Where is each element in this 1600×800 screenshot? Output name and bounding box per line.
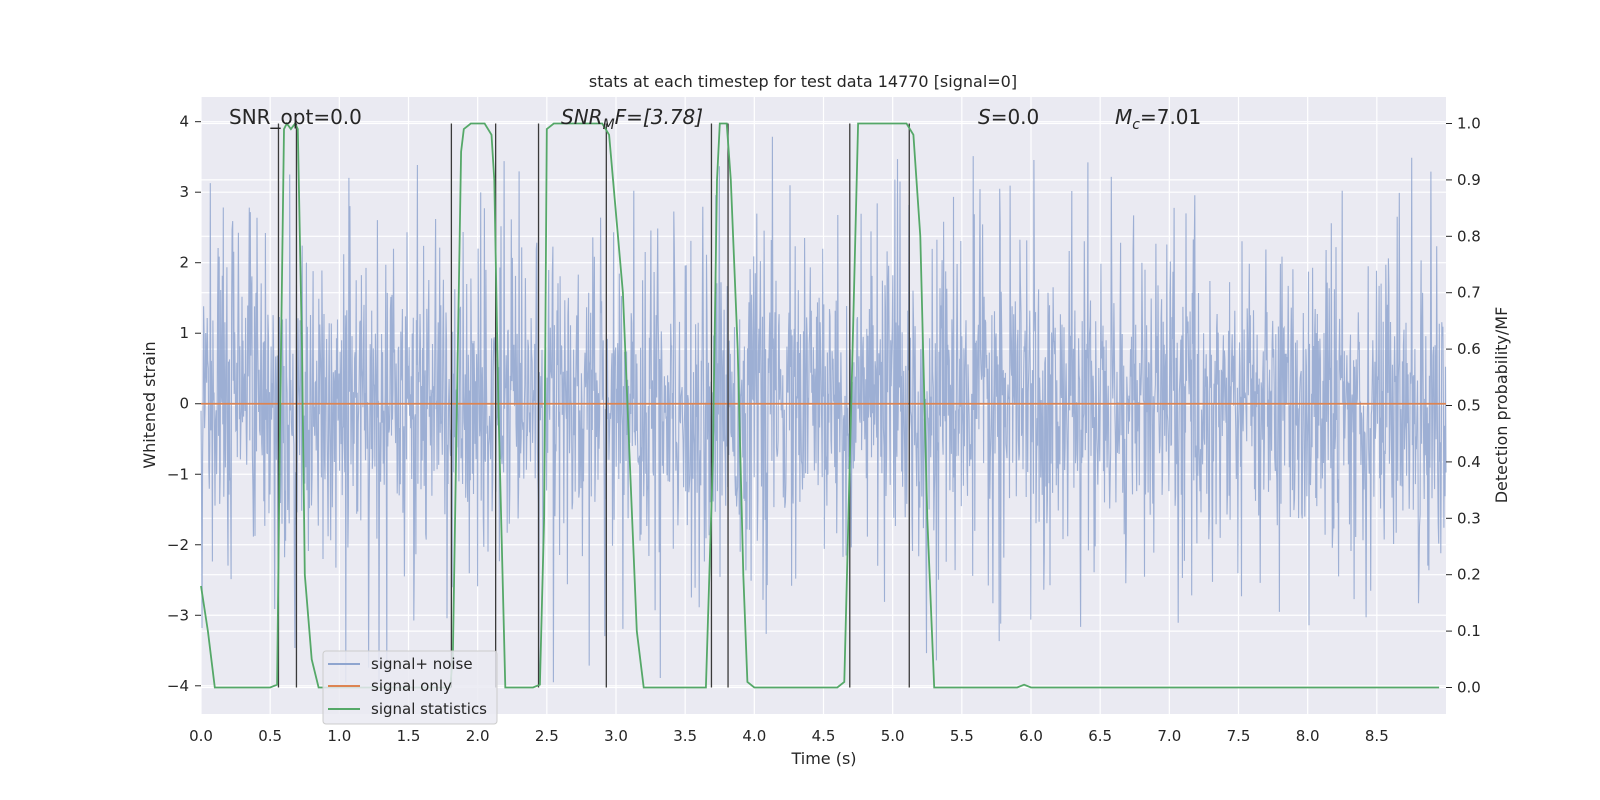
vertical-markers	[277, 123, 910, 688]
y-left-tick-label: −4	[167, 677, 189, 695]
x-tick-label: 1.5	[397, 727, 421, 745]
y-left-tick-label: 1	[179, 324, 189, 342]
x-tick-label: 2.0	[466, 727, 490, 745]
x-tick-label: 3.0	[604, 727, 628, 745]
legend-label-signal-noise: signal+ noise	[371, 655, 473, 673]
x-axis-label: Time (s)	[790, 749, 856, 768]
annotation-mc-rest: =7.01	[1140, 105, 1201, 129]
legend-box	[322, 650, 498, 725]
x-axis-ticks: 0.0 0.5 1.0 1.5 2.0 2.5 3.0 3.5 4.0 4.5 5.0 5.5 6.0 6…	[189, 727, 1389, 745]
series-signal-noise	[200, 136, 1447, 683]
x-tick-label: 6.5	[1088, 727, 1112, 745]
series-signal-statistics	[200, 121, 1440, 689]
annotation-snr-opt: SNR_opt=0.0	[229, 105, 362, 129]
y-left-tick-label: 3	[179, 183, 189, 201]
chart-title: stats at each timestep for test data 147…	[589, 72, 1017, 91]
signal-noise-trace	[200, 136, 1447, 683]
x-tick-label: 5.0	[881, 727, 905, 745]
y-left-tick-label: −3	[167, 606, 189, 624]
x-tick-label: 0.0	[189, 727, 213, 745]
x-tick-label: 7.0	[1157, 727, 1181, 745]
x-tick-label: 8.0	[1296, 727, 1320, 745]
annotation-snr-mf: SNRMF=[3.78]	[561, 105, 703, 133]
y-left-tick-label: 4	[179, 113, 189, 131]
annotation-snr-mf-sub: M	[603, 117, 615, 133]
annotation-mc: Mc=7.01	[1115, 105, 1201, 133]
x-tick-label: 6.0	[1019, 727, 1043, 745]
annotation-snr-mf-prefix: SNR	[561, 105, 603, 129]
x-tick-label: 4.5	[812, 727, 836, 745]
x-tick-label: 0.5	[258, 727, 282, 745]
y-left-tick-label: −2	[167, 536, 189, 554]
legend-label-signal-only: signal only	[371, 677, 452, 695]
annotation-s: S=0.0	[978, 105, 1039, 129]
x-tick-label: 5.5	[950, 727, 974, 745]
annotation-mc-var: M	[1115, 105, 1132, 129]
y-axis-right-label: Detection probability/MF	[1492, 307, 1511, 504]
y-right-tick-label: 0.5	[1457, 397, 1481, 415]
y-axis-left-ticks: −4 −3 −2 −1 0 1 2 3 4	[167, 113, 201, 695]
x-tick-label: 7.5	[1227, 727, 1251, 745]
y-axis-right-ticks: 0.0 0.1 0.2 0.3 0.4 0.5 0.6 0.7 0.8 0.9 1.0	[1446, 115, 1481, 696]
annotation-s-rest: =0.0	[991, 105, 1040, 129]
y-right-tick-label: 0.6	[1457, 340, 1481, 358]
y-left-tick-label: 2	[179, 254, 189, 272]
y-right-tick-label: 1.0	[1457, 115, 1481, 133]
legend-label-signal-statistics: signal statistics	[371, 700, 487, 718]
x-tick-label: 2.5	[535, 727, 559, 745]
legend: signal+ noise signal only signal statist…	[322, 650, 498, 725]
y-right-tick-label: 0.4	[1457, 453, 1481, 471]
annotation-mc-sub: c	[1132, 117, 1140, 133]
annotation-s-var: S	[978, 105, 991, 129]
y-right-tick-label: 0.8	[1457, 227, 1481, 245]
x-tick-label: 4.0	[742, 727, 766, 745]
x-tick-label: 3.5	[673, 727, 697, 745]
y-axis-left-label: Whitened strain	[140, 341, 159, 468]
x-tick-label: 1.0	[327, 727, 351, 745]
y-right-tick-label: 0.0	[1457, 678, 1481, 696]
y-right-tick-label: 0.3	[1457, 509, 1481, 527]
y-left-tick-label: −1	[167, 465, 189, 483]
x-tick-label: 8.5	[1365, 727, 1389, 745]
annotation-snr-mf-rest: F=[3.78]	[615, 105, 703, 129]
y-right-tick-label: 0.9	[1457, 171, 1481, 189]
y-right-tick-label: 0.2	[1457, 566, 1481, 584]
y-right-tick-label: 0.7	[1457, 284, 1481, 302]
y-left-tick-label: 0	[179, 395, 189, 413]
y-right-tick-label: 0.1	[1457, 622, 1481, 640]
